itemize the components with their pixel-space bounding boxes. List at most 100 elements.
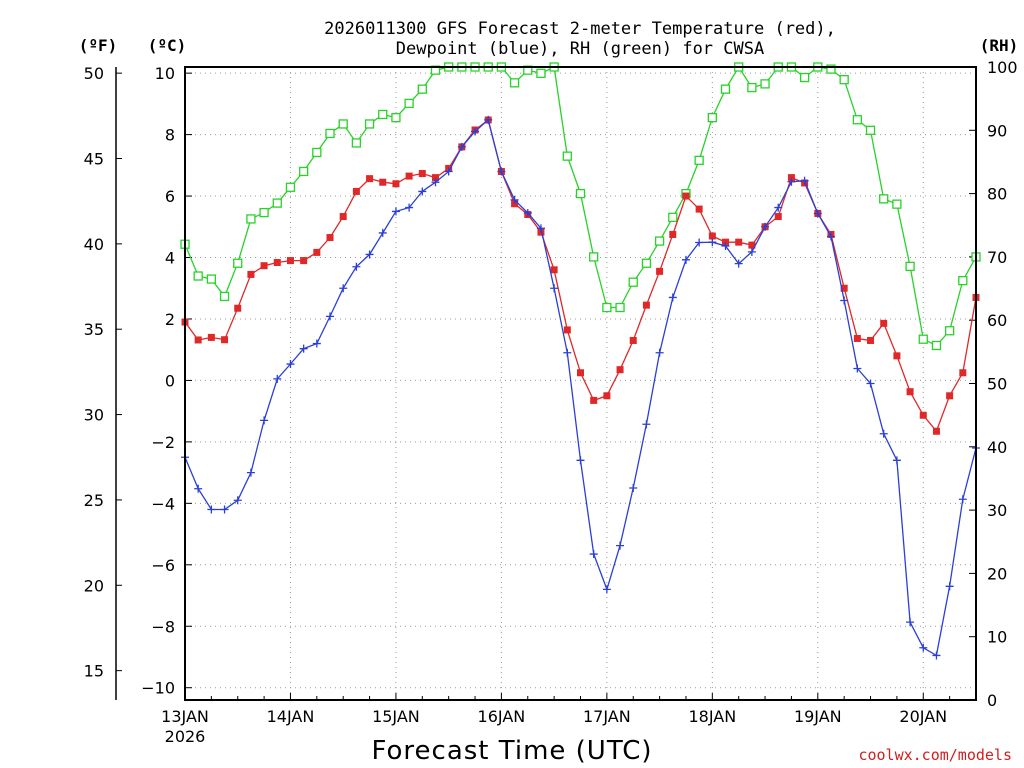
dewpoint-point [681, 255, 690, 264]
rh-point [312, 147, 322, 158]
dewpoint-point [339, 284, 348, 293]
dewpoint-point [299, 344, 308, 353]
credit-text: coolwx.com/models [858, 746, 1012, 764]
temperature-point [273, 259, 281, 267]
rh-tick-label: 50 [987, 375, 1007, 394]
temperature-point [366, 175, 374, 183]
dewpoint-point [378, 228, 387, 237]
dewpoint-point [273, 374, 282, 383]
dewpoint-point [471, 127, 480, 136]
dewpoint-point [576, 456, 585, 465]
time-tick-year-label: 2026 [165, 727, 206, 746]
temperature-point [286, 257, 294, 265]
rh-point [760, 79, 770, 89]
rh-point [417, 84, 427, 94]
fahrenheit-tick-label: 45 [84, 150, 104, 169]
dewpoint-point [391, 207, 400, 216]
celsius-tick-label: −2 [151, 433, 175, 452]
dewpoint-point [286, 360, 295, 369]
rh-point [364, 119, 375, 129]
celsius-tick-label: 4 [165, 249, 175, 268]
rh-point [338, 119, 348, 129]
rh-tick-label: 70 [987, 248, 1007, 267]
temperature-point [207, 333, 215, 341]
rh-point [351, 138, 362, 148]
time-tick-label: 14JAN [267, 707, 315, 726]
rh-point [589, 252, 599, 262]
temperature-point [656, 267, 664, 275]
rh-point [931, 340, 942, 351]
dewpoint-point [365, 250, 374, 259]
fahrenheit-tick-label: 20 [84, 576, 104, 595]
rh-point [839, 75, 849, 85]
dewpoint-point [668, 293, 677, 302]
rh-point [944, 326, 955, 336]
rh-point [325, 128, 335, 139]
rh-point [628, 277, 638, 287]
temperature-point [260, 262, 268, 270]
temperature-point [906, 388, 914, 396]
dewpoint-point [826, 232, 835, 241]
dewpoint-point [405, 203, 414, 212]
temperature-point [695, 205, 703, 213]
rh-point [905, 261, 915, 272]
rh-point [615, 302, 625, 313]
time-tick-label: 15JAN [372, 707, 420, 726]
celsius-tick-label: −6 [151, 556, 175, 575]
temperature-point [431, 174, 439, 182]
temperature-point [418, 170, 426, 178]
rh-point [536, 68, 546, 78]
temperature-point [247, 270, 255, 278]
dewpoint-point [418, 187, 427, 196]
rh-point [404, 98, 414, 109]
temperature-point [669, 230, 677, 238]
temperature-point [550, 266, 558, 274]
dewpoint-point [932, 651, 941, 660]
rh-point [707, 112, 717, 123]
dewpoint-point [747, 247, 756, 256]
rh-point [378, 109, 388, 120]
dewpoint-point [892, 456, 901, 465]
dewpoint-point [853, 364, 862, 373]
temperature-point [313, 248, 321, 256]
temperature-point [853, 334, 861, 342]
dewpoint-point [813, 209, 822, 218]
rh-point [865, 125, 876, 135]
dewpoint-point [431, 178, 440, 187]
dewpoint-point [510, 195, 519, 204]
fahrenheit-tick-label: 50 [84, 64, 104, 83]
dewpoint-point [484, 115, 493, 124]
rh-point [879, 194, 889, 204]
temperature-point [194, 336, 202, 344]
temperature-point [919, 411, 927, 419]
dewpoint-point [945, 582, 954, 591]
dewpoint-point [260, 416, 269, 425]
dewpoint-point [734, 259, 743, 268]
celsius-tick-label: 6 [165, 187, 175, 206]
temperature-point [221, 336, 229, 344]
dewpoint-point [444, 167, 453, 176]
rh-point [206, 274, 217, 284]
time-tick-label: 18JAN [688, 707, 736, 726]
temperature-point [787, 174, 795, 182]
celsius-unit-label: (ºC) [148, 36, 187, 55]
rh-axis: 0 10 20 30 40 50 60 70 80 90 100 [969, 58, 1018, 710]
temperature-point [735, 238, 743, 246]
dewpoint-point [497, 167, 506, 176]
rh-point [246, 214, 256, 224]
rh-point [852, 115, 862, 125]
dewpoint-point [840, 296, 849, 305]
rh-point [641, 258, 652, 268]
dewpoint-point [326, 312, 335, 321]
temperature-point [629, 336, 637, 344]
plot-frame [184, 66, 977, 701]
dewpoint-point [194, 484, 203, 493]
rh-point [958, 275, 968, 286]
temperature-point [590, 396, 598, 404]
dewpoint-point [629, 483, 638, 492]
temperature-point [563, 326, 571, 334]
rh-point [668, 212, 678, 222]
rh-point [562, 151, 572, 161]
